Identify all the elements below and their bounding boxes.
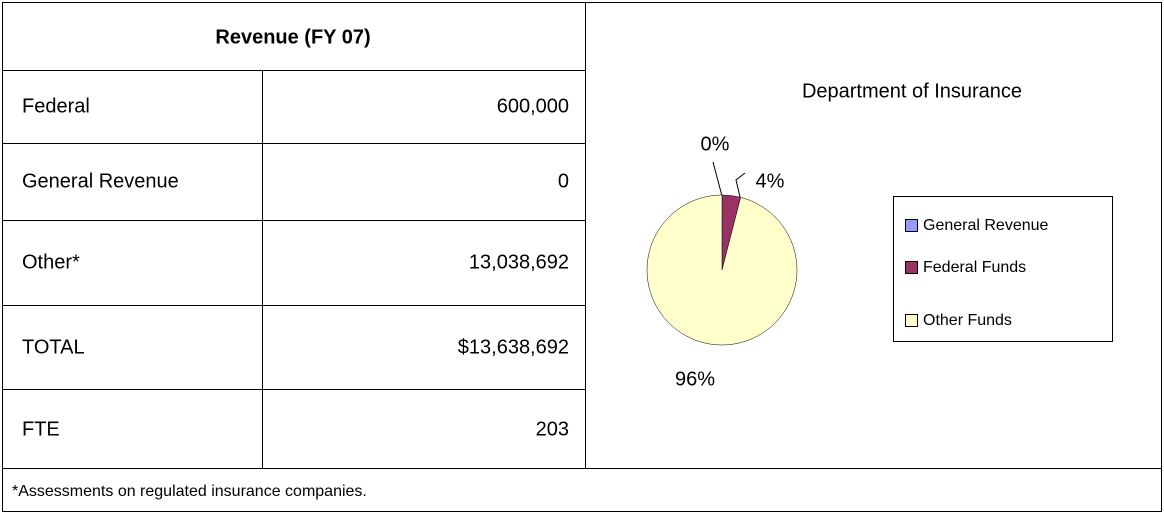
legend-box — [893, 196, 1113, 342]
row-label: General Revenue — [22, 170, 179, 192]
row-value: 0 — [558, 170, 569, 192]
row-value: 600,000 — [497, 95, 569, 117]
row-label: Other* — [22, 251, 80, 273]
legend-label: Federal Funds — [923, 259, 1026, 276]
leader-line — [735, 172, 746, 198]
legend-swatch — [905, 314, 918, 327]
chart-title: Department of Insurance — [802, 80, 1022, 102]
row-label: Federal — [22, 95, 90, 117]
row-label: TOTAL — [22, 336, 85, 358]
pie-slice — [646, 194, 798, 346]
legend-swatch — [905, 219, 918, 232]
data-label: 96% — [675, 368, 715, 390]
row-value: $13,638,692 — [458, 336, 569, 358]
table-header: Revenue (FY 07) — [215, 26, 370, 48]
data-label: 0% — [701, 133, 730, 155]
legend-label: Other Funds — [923, 312, 1012, 329]
data-label: 4% — [756, 170, 785, 192]
row-value: 13,038,692 — [469, 251, 569, 273]
row-label: FTE — [22, 418, 60, 440]
legend-swatch — [905, 261, 918, 274]
footnote: *Assessments on regulated insurance comp… — [12, 483, 367, 500]
leader-line — [712, 161, 723, 197]
legend-label: General Revenue — [923, 217, 1049, 234]
row-value: 203 — [536, 418, 569, 440]
